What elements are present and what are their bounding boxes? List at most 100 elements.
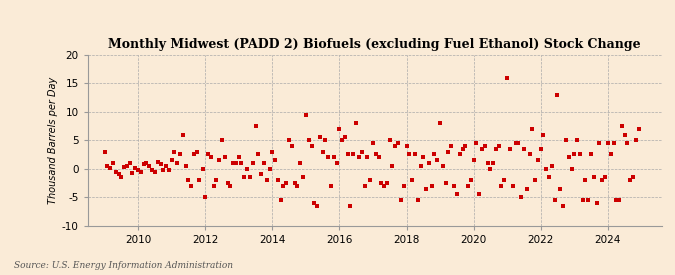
Point <box>236 161 247 165</box>
Point <box>524 152 535 157</box>
Point <box>555 186 566 191</box>
Point <box>574 152 585 157</box>
Point <box>379 183 389 188</box>
Point <box>566 166 577 171</box>
Title: Monthly Midwest (PADD 2) Biofuels (excluding Fuel Ethanol) Stock Change: Monthly Midwest (PADD 2) Biofuels (exclu… <box>108 38 641 51</box>
Point <box>370 152 381 157</box>
Point <box>510 141 521 145</box>
Point <box>113 172 124 177</box>
Point <box>368 141 379 145</box>
Point <box>384 138 395 142</box>
Point <box>454 152 465 157</box>
Point <box>462 183 473 188</box>
Point <box>630 138 641 142</box>
Point <box>127 171 138 175</box>
Point <box>303 138 314 142</box>
Point <box>295 161 306 165</box>
Point <box>208 183 219 188</box>
Point <box>580 178 591 182</box>
Point <box>496 183 507 188</box>
Point <box>487 161 498 165</box>
Point <box>427 183 437 188</box>
Point <box>178 132 188 137</box>
Point <box>166 158 177 162</box>
Point <box>449 183 460 188</box>
Point <box>292 183 303 188</box>
Point <box>443 149 454 154</box>
Y-axis label: Thousand Barrels per Day: Thousand Barrels per Day <box>48 77 57 204</box>
Point <box>518 147 529 151</box>
Point <box>387 164 398 168</box>
Point <box>136 169 146 174</box>
Point <box>541 166 552 171</box>
Point <box>110 169 121 174</box>
Point <box>219 155 230 160</box>
Point <box>535 147 546 151</box>
Point <box>491 147 502 151</box>
Point <box>401 144 412 148</box>
Point <box>381 181 392 185</box>
Point <box>457 147 468 151</box>
Point <box>351 121 362 125</box>
Point <box>376 181 387 185</box>
Point <box>309 200 320 205</box>
Point <box>197 166 208 171</box>
Point <box>323 155 333 160</box>
Point <box>116 175 127 179</box>
Point <box>264 166 275 171</box>
Point <box>244 175 255 179</box>
Point <box>231 161 242 165</box>
Point <box>149 169 160 174</box>
Point <box>194 178 205 182</box>
Point <box>474 192 485 196</box>
Point <box>152 160 163 164</box>
Point <box>622 141 632 145</box>
Point <box>527 127 538 131</box>
Point <box>214 158 225 162</box>
Point <box>281 181 292 185</box>
Point <box>493 144 504 148</box>
Point <box>267 149 277 154</box>
Point <box>599 175 610 179</box>
Point <box>625 178 636 182</box>
Point <box>278 183 289 188</box>
Point <box>359 183 370 188</box>
Point <box>227 161 238 165</box>
Point <box>107 161 118 165</box>
Point <box>533 158 543 162</box>
Point <box>348 152 359 157</box>
Point <box>429 152 439 157</box>
Point <box>424 161 435 165</box>
Point <box>200 195 211 199</box>
Point <box>560 138 571 142</box>
Point <box>340 135 350 140</box>
Point <box>591 200 602 205</box>
Point <box>404 152 414 157</box>
Point <box>471 141 482 145</box>
Point <box>192 149 202 154</box>
Point <box>205 155 216 160</box>
Point <box>273 178 284 182</box>
Point <box>320 138 331 142</box>
Point <box>354 155 364 160</box>
Point <box>437 164 448 168</box>
Point <box>133 168 144 173</box>
Point <box>546 164 557 168</box>
Point <box>468 158 479 162</box>
Point <box>138 162 149 166</box>
Point <box>460 144 470 148</box>
Point <box>362 155 373 160</box>
Point <box>222 181 233 185</box>
Point <box>146 167 157 172</box>
Point <box>141 161 152 165</box>
Point <box>483 161 493 165</box>
Point <box>317 149 328 154</box>
Point <box>440 181 451 185</box>
Point <box>275 198 286 202</box>
Point <box>577 198 588 202</box>
Point <box>485 166 495 171</box>
Point <box>605 152 616 157</box>
Point <box>572 138 583 142</box>
Point <box>452 192 462 196</box>
Point <box>284 138 294 142</box>
